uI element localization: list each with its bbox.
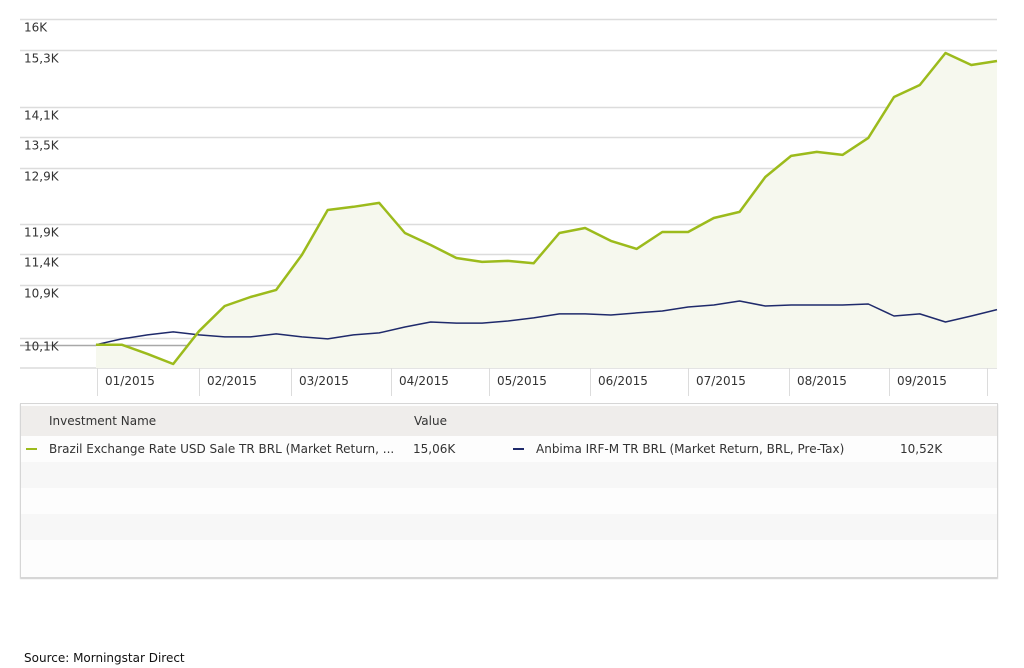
legend-item-name: Anbima IRF-M TR BRL (Market Return, BRL,…	[536, 442, 845, 456]
legend-row: Brazil Exchange Rate USD Sale TR BRL (Ma…	[21, 436, 997, 462]
y-tick-label: 11,4K	[24, 256, 60, 270]
green-series-swatch-icon	[26, 448, 37, 450]
x-axis: 01/2015 02/2015 03/2015 04/2015 05/2015 06/20…	[97, 368, 988, 396]
y-tick-label: 11,9K	[24, 226, 60, 240]
y-tick-label: 16K	[24, 21, 48, 35]
series-line	[95, 300, 998, 346]
legend-empty-row	[21, 540, 997, 566]
header-investment-name: Investment Name	[49, 414, 157, 428]
legend-table: Investment Name Value Brazil Exchange Ra…	[20, 403, 998, 578]
x-tick-label: 04/2015	[399, 374, 449, 388]
series-area-fill	[96, 53, 997, 368]
area-fills	[96, 53, 997, 368]
series-line	[96, 51, 998, 366]
legend-empty-row	[21, 462, 997, 488]
x-tick-label: 08/2015	[797, 374, 847, 388]
y-tick-label: 13,5K	[24, 139, 60, 153]
y-tick-label: 15,3K	[24, 52, 60, 66]
y-tick-label: 14,1K	[24, 109, 60, 123]
source-note: Source: Morningstar Direct	[24, 651, 185, 665]
y-axis: 16K 15,3K 14,1K 13,5K 12,9K 11,9K 11,4K 10,9K 10…	[24, 21, 60, 354]
y-tick-label: 10,9K	[24, 287, 60, 301]
header-value: Value	[414, 414, 447, 428]
x-tick-label: 09/2015	[897, 374, 947, 388]
legend-item-value: 15,06K	[413, 442, 456, 456]
x-tick-label: 05/2015	[497, 374, 547, 388]
line-chart: 16K 15,3K 14,1K 13,5K 12,9K 11,9K 11,4K 10,9K 10…	[20, 18, 998, 396]
y-tick-label: 12,9K	[24, 170, 60, 184]
legend-empty-row	[21, 514, 997, 540]
x-tick-label: 01/2015	[105, 374, 155, 388]
y-tick-label: 10,1K	[24, 340, 60, 354]
legend-item-name: Brazil Exchange Rate USD Sale TR BRL (Ma…	[49, 442, 395, 456]
x-tick-label: 02/2015	[207, 374, 257, 388]
x-tick-label: 03/2015	[299, 374, 349, 388]
blue-series-swatch-icon	[513, 448, 524, 450]
x-tick-label: 06/2015	[598, 374, 648, 388]
x-tick-label: 07/2015	[696, 374, 746, 388]
legend-item-value: 10,52K	[900, 442, 943, 456]
legend-header: Investment Name Value	[21, 406, 997, 436]
series-lines	[95, 51, 998, 366]
legend-empty-row	[21, 488, 997, 514]
